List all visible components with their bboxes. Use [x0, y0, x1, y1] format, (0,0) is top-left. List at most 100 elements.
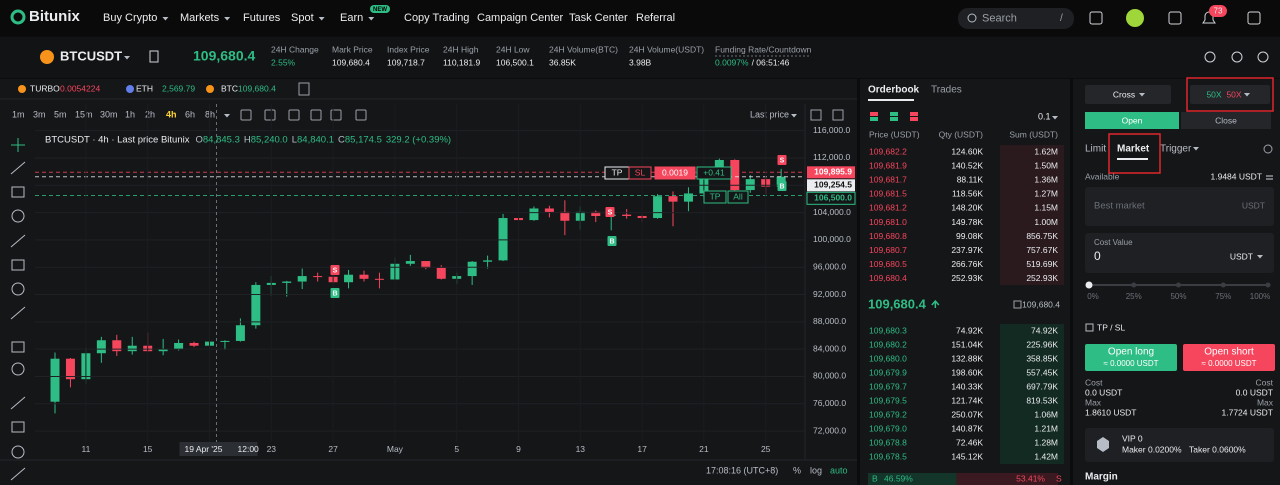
- order-tag-text[interactable]: All: [733, 191, 743, 201]
- y-tick-label: 76,000.0: [813, 398, 846, 408]
- y-tick-label: 88,000.0: [813, 316, 846, 326]
- ob-sum: 1.21M: [1034, 423, 1058, 433]
- watch-name[interactable]: ETH: [136, 83, 153, 93]
- interval[interactable]: 3m: [33, 109, 46, 119]
- tab[interactable]: Close: [1215, 115, 1237, 125]
- ob-price[interactable]: 109,681.2: [869, 203, 907, 213]
- ob-price[interactable]: 109,681.9: [869, 160, 907, 170]
- ob-qty: 145.12K: [951, 451, 983, 461]
- ob-price[interactable]: 109,680.4: [869, 273, 907, 283]
- interval[interactable]: 6h: [185, 109, 195, 119]
- interval[interactable]: 1h: [125, 109, 135, 119]
- interval[interactable]: 15m: [75, 109, 93, 119]
- ob-qty: 99.08K: [956, 231, 983, 241]
- nav-item[interactable]: Copy Trading: [404, 12, 469, 24]
- ob-price[interactable]: 109,680.3: [869, 325, 907, 335]
- percent-toggle[interactable]: %: [793, 465, 801, 475]
- ob-tab[interactable]: Orderbook: [868, 85, 920, 96]
- ob-price[interactable]: 109,679.5: [869, 395, 907, 405]
- log-toggle[interactable]: log: [810, 465, 822, 475]
- candle-body: [668, 196, 678, 202]
- search-box: [958, 8, 1074, 29]
- interval[interactable]: 1m: [12, 109, 25, 119]
- tool-icon: [11, 421, 25, 433]
- interval[interactable]: 30m: [100, 109, 118, 119]
- ob-price[interactable]: 109,679.7: [869, 381, 907, 391]
- nav-item[interactable]: Task Center: [569, 12, 628, 24]
- ob-price[interactable]: 109,680.2: [869, 339, 907, 349]
- ob-tab[interactable]: Trades: [931, 85, 962, 96]
- nav-item[interactable]: Spot: [291, 12, 314, 24]
- ob-price[interactable]: 109,679.2: [869, 409, 907, 419]
- ohlc-key: H: [244, 135, 251, 146]
- nav-item[interactable]: Buy Crypto: [103, 12, 157, 24]
- ob-qty: 140.33K: [951, 381, 983, 391]
- ob-precision[interactable]: 0.1: [1038, 111, 1051, 121]
- watch-name[interactable]: TURBO: [30, 83, 60, 93]
- nav-item[interactable]: Referral: [636, 12, 675, 24]
- order-type[interactable]: Trigger: [1160, 144, 1192, 155]
- symbol[interactable]: BTCUSDT: [60, 48, 122, 63]
- margin-mode[interactable]: Cross: [1113, 89, 1135, 99]
- cost-value[interactable]: 0: [1094, 249, 1101, 263]
- order-tag-text[interactable]: +0.41: [703, 167, 725, 177]
- nav-item[interactable]: Earn: [340, 12, 363, 24]
- leverage-short[interactable]: 50X: [1226, 89, 1241, 99]
- tab[interactable]: Open: [1122, 115, 1143, 125]
- ob-price[interactable]: 109,682.2: [869, 146, 907, 156]
- interval[interactable]: 4h: [166, 109, 177, 119]
- order-type[interactable]: Limit: [1085, 144, 1106, 155]
- ob-price[interactable]: 109,680.5: [869, 259, 907, 269]
- slider-dot: [1085, 281, 1093, 289]
- btn-label[interactable]: Open long: [1108, 347, 1154, 358]
- coin-icon: [40, 50, 54, 64]
- ob-qty: 132.88K: [951, 353, 983, 363]
- btn-label[interactable]: Open short: [1204, 347, 1254, 358]
- ob-price[interactable]: 109,678.5: [869, 451, 907, 461]
- search-placeholder[interactable]: Search: [982, 12, 1017, 24]
- nav-item[interactable]: Campaign Center: [477, 12, 564, 24]
- watch-name[interactable]: BTC: [221, 83, 238, 93]
- tool-icon: [240, 109, 252, 121]
- stat-label: 24H Volume(BTC): [549, 44, 618, 54]
- ob-price[interactable]: 109,679.9: [869, 367, 907, 377]
- x-tick-label: May: [387, 444, 404, 454]
- order-tag-text[interactable]: 0.0019: [662, 167, 688, 177]
- available-value: 1.9484 USDT: [1211, 171, 1263, 181]
- ob-view-icon: [890, 112, 898, 116]
- ob-price[interactable]: 109,681.7: [869, 174, 907, 184]
- order-tag-text[interactable]: SL: [635, 167, 646, 177]
- ob-price[interactable]: 109,679.0: [869, 423, 907, 433]
- ob-price[interactable]: 109,678.8: [869, 437, 907, 447]
- leverage-long[interactable]: 50X: [1206, 89, 1221, 99]
- price-placeholder[interactable]: Best market: [1094, 201, 1145, 212]
- order-tag-text[interactable]: TP: [710, 191, 721, 201]
- interval[interactable]: 2h: [145, 109, 155, 119]
- nav-item[interactable]: Markets: [180, 12, 220, 24]
- price-label-bg: [807, 166, 855, 179]
- order-tag-text[interactable]: TP: [612, 167, 623, 177]
- interval[interactable]: 5m: [54, 109, 67, 119]
- ob-sum: 225.96K: [1026, 339, 1058, 349]
- order-type[interactable]: Market: [1117, 144, 1150, 155]
- ob-sum: 1.15M: [1034, 203, 1058, 213]
- new-badge: [370, 5, 390, 13]
- caret: [224, 114, 230, 118]
- ob-price[interactable]: 109,680.7: [869, 245, 907, 255]
- close-tab: [1181, 112, 1271, 129]
- candle-body: [344, 274, 354, 283]
- tpsl-label[interactable]: TP / SL: [1097, 322, 1125, 332]
- open-long-btn: [1085, 344, 1177, 371]
- ob-price[interactable]: 109,681.0: [869, 217, 907, 227]
- caret: [1244, 93, 1250, 97]
- ob-price[interactable]: 109,680.0: [869, 353, 907, 363]
- interval[interactable]: 8h: [205, 109, 215, 119]
- auto-toggle[interactable]: auto: [830, 465, 848, 475]
- nav-item[interactable]: Futures: [243, 12, 281, 24]
- coin-icon: [18, 85, 26, 93]
- y-tick-label: 80,000.0: [813, 371, 846, 381]
- ob-price[interactable]: 109,681.5: [869, 189, 907, 199]
- ob-price[interactable]: 109,680.8: [869, 231, 907, 241]
- price-label: 109,254.5: [814, 180, 852, 190]
- price-type[interactable]: Last price: [750, 109, 789, 119]
